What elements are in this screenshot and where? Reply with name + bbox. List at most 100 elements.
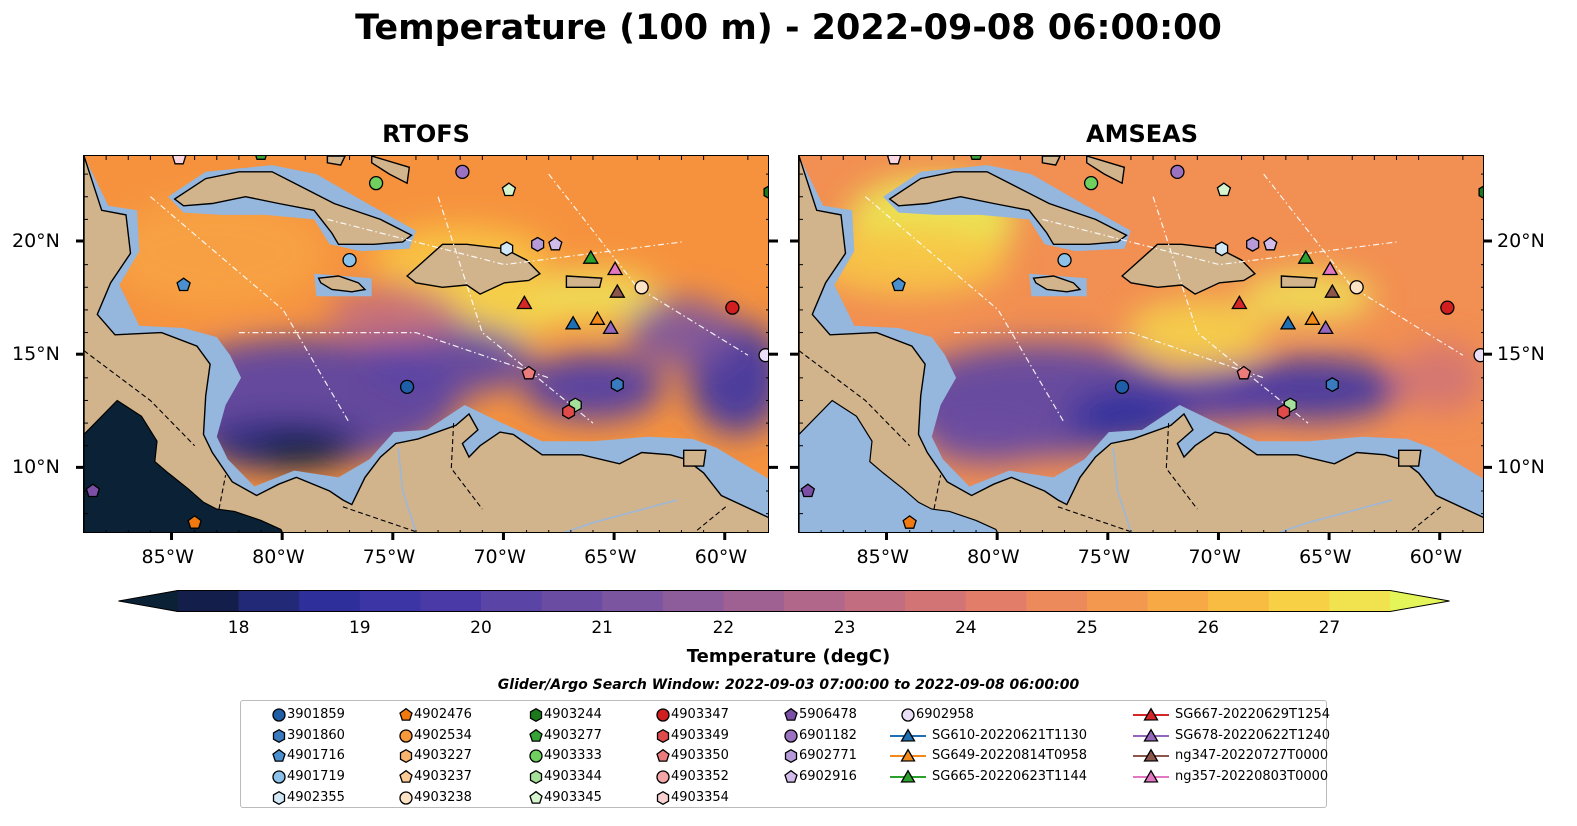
triangle-marker[interactable] [516, 295, 533, 310]
amseas-map[interactable] [798, 155, 1484, 533]
pentagon-marker[interactable] [548, 236, 563, 251]
triangle-marker[interactable] [1279, 315, 1297, 330]
circle-marker[interactable] [634, 280, 649, 295]
triangle-legend-icon[interactable] [1143, 728, 1159, 742]
circle-legend-icon[interactable] [529, 749, 543, 764]
triangle-marker[interactable] [1304, 310, 1321, 325]
observation-markers [85, 156, 769, 529]
hexagon-legend-icon[interactable] [784, 749, 798, 764]
legend-item: SG678-20220622T1240 [1131, 726, 1361, 746]
hexagon-marker[interactable] [531, 236, 545, 252]
triangle-marker[interactable] [1321, 260, 1339, 276]
hexagon-marker[interactable] [610, 377, 624, 393]
hexagon-legend-icon[interactable] [272, 790, 286, 805]
pentagon-marker[interactable] [1263, 236, 1278, 251]
hexagon-marker[interactable] [1325, 377, 1339, 393]
triangle-marker[interactable] [589, 310, 606, 325]
pentagon-marker[interactable] [501, 182, 517, 197]
triangle-marker[interactable] [606, 260, 624, 276]
circle-marker[interactable] [399, 379, 415, 395]
pentagon-marker[interactable] [886, 156, 902, 165]
circle-marker[interactable] [342, 252, 357, 268]
circle-marker[interactable] [368, 176, 384, 191]
pentagon-marker[interactable] [85, 483, 101, 498]
pentagon-legend-icon[interactable] [784, 707, 798, 721]
pentagon-marker[interactable] [187, 515, 202, 529]
circle-legend-icon[interactable] [901, 708, 915, 722]
hexagon-marker[interactable] [1277, 404, 1291, 420]
circle-marker[interactable] [455, 164, 470, 179]
circle-legend-icon[interactable] [272, 708, 286, 722]
pentagon-marker[interactable] [902, 515, 917, 529]
colorbar-title: Temperature (degC) [686, 646, 891, 667]
pentagon-legend-icon[interactable] [529, 790, 543, 804]
figure-title: Temperature (100 m) - 2022-09-08 06:00:0… [355, 8, 1222, 48]
pentagon-marker[interactable] [176, 277, 191, 292]
triangle-legend-icon[interactable] [900, 728, 916, 742]
legend-item: 6902916 [771, 767, 1001, 787]
pentagon-marker[interactable] [800, 483, 816, 498]
circle-marker[interactable] [1473, 348, 1484, 363]
circle-legend-icon[interactable] [399, 791, 413, 805]
triangle-marker[interactable] [1324, 283, 1341, 298]
pentagon-legend-icon[interactable] [656, 749, 670, 763]
lat-ticks-mid2 [790, 239, 799, 469]
land-hispaniola [406, 243, 542, 295]
triangle-legend-icon[interactable] [1143, 748, 1159, 763]
pentagon-legend-icon[interactable] [272, 749, 286, 763]
circle-marker[interactable] [725, 300, 740, 315]
pentagon-marker[interactable] [255, 156, 268, 160]
pentagon-marker[interactable] [521, 365, 537, 380]
pentagon-legend-icon[interactable] [399, 707, 413, 721]
legend-item: ng357-20220803T0000 [1131, 767, 1361, 787]
hexagon-marker[interactable] [1246, 236, 1260, 252]
circle-marker[interactable] [1057, 252, 1072, 268]
circle-legend-icon[interactable] [272, 770, 286, 784]
pentagon-legend-icon[interactable] [529, 728, 543, 742]
circle-marker[interactable] [758, 348, 769, 363]
circle-legend-icon[interactable] [656, 708, 670, 722]
land-trinidad [683, 449, 707, 467]
hexagon-legend-icon[interactable] [656, 728, 670, 743]
pentagon-marker[interactable] [171, 156, 187, 165]
triangle-marker[interactable] [1317, 319, 1334, 335]
hexagon-marker[interactable] [1215, 241, 1229, 257]
circle-marker[interactable] [1440, 300, 1455, 315]
circle-legend-icon[interactable] [656, 770, 670, 784]
pentagon-legend-icon[interactable] [784, 769, 798, 783]
circle-marker[interactable] [1114, 379, 1130, 395]
triangle-marker[interactable] [1231, 295, 1248, 310]
triangle-marker[interactable] [582, 249, 599, 264]
triangle-marker[interactable] [564, 315, 582, 330]
pentagon-marker[interactable] [970, 156, 983, 160]
hexagon-legend-icon[interactable] [399, 749, 413, 764]
triangle-legend-icon[interactable] [1143, 707, 1159, 721]
hexagon-marker[interactable] [763, 185, 769, 199]
hexagon-legend-icon[interactable] [529, 770, 543, 785]
circle-marker[interactable] [1349, 280, 1364, 295]
legend-label: 4902476 [414, 707, 472, 722]
circle-legend-icon[interactable] [784, 729, 798, 743]
circle-marker[interactable] [1083, 176, 1099, 191]
hexagon-legend-icon[interactable] [529, 707, 543, 723]
triangle-marker[interactable] [602, 319, 619, 335]
rtofs-map[interactable] [83, 155, 769, 533]
triangle-legend-icon[interactable] [1143, 769, 1159, 783]
legend-label: 4903344 [544, 769, 602, 785]
hexagon-legend-icon[interactable] [656, 790, 670, 805]
pentagon-marker[interactable] [1216, 182, 1232, 197]
pentagon-marker[interactable] [891, 277, 906, 292]
triangle-legend-icon[interactable] [900, 769, 916, 783]
hexagon-legend-icon[interactable] [272, 728, 286, 743]
triangle-marker[interactable] [1297, 249, 1314, 264]
triangle-legend-icon[interactable] [900, 748, 916, 763]
circle-legend-icon[interactable] [399, 729, 413, 743]
hexagon-marker[interactable] [562, 404, 576, 420]
legend-label: 3901859 [287, 707, 345, 722]
hexagon-marker[interactable] [500, 241, 514, 257]
hexagon-marker[interactable] [1478, 185, 1484, 199]
pentagon-marker[interactable] [1236, 365, 1252, 380]
pentagon-legend-icon[interactable] [399, 769, 413, 783]
triangle-marker[interactable] [609, 283, 626, 298]
circle-marker[interactable] [1170, 164, 1185, 179]
